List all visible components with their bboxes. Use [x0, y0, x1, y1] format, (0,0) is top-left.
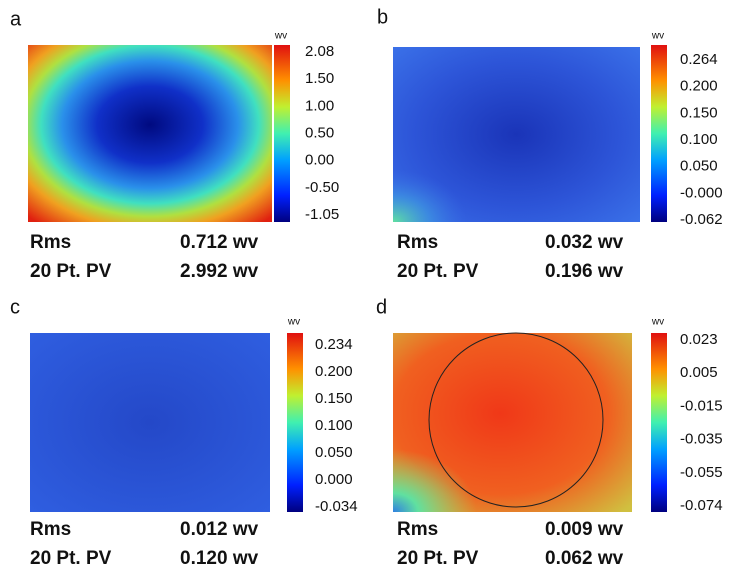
colorbar-tick-label: -0.055	[680, 464, 723, 481]
colorbar-tick-label: 2.08	[305, 43, 334, 60]
colorbar-unit: wv	[287, 317, 300, 328]
heatmap-overlay	[393, 333, 632, 512]
stat-name: 20 Pt. PV	[30, 261, 112, 282]
colorbar-tick-label: 0.005	[680, 364, 718, 381]
colorbar-tick-label: 0.150	[680, 104, 718, 121]
colorbar	[287, 333, 303, 512]
colorbar-tick-label: -1.05	[305, 206, 339, 223]
stat-value: 0.712 wv	[180, 232, 259, 253]
colorbar-tick-label: 0.200	[315, 363, 353, 380]
colorbar-tick-label: 0.234	[315, 336, 353, 353]
panel-label: b	[377, 6, 388, 28]
stat-name: Rms	[30, 232, 71, 253]
colorbar-tick-label: -0.034	[315, 498, 358, 515]
colorbar-tick-label: -0.062	[680, 211, 723, 228]
colorbar-tick-label: -0.015	[680, 397, 723, 414]
stat-name: 20 Pt. PV	[397, 261, 479, 282]
colorbar-tick-label: 0.50	[305, 124, 334, 141]
panel-label: d	[376, 296, 387, 318]
colorbar-tick-label: 0.200	[680, 78, 718, 95]
colorbar-tick-label: 0.264	[680, 51, 718, 68]
colorbar	[651, 45, 667, 222]
colorbar-tick-label: 0.050	[315, 444, 353, 461]
colorbar-tick-label: 0.000	[315, 471, 353, 488]
stat-value: 0.032 wv	[545, 232, 624, 253]
stat-name: Rms	[397, 232, 438, 253]
heatmap-overlay	[393, 47, 640, 222]
panel-label: c	[10, 296, 20, 318]
heatmap	[28, 45, 272, 222]
colorbar-unit: wv	[274, 31, 287, 42]
stat-value: 0.120 wv	[180, 548, 259, 569]
colorbar-tick-label: -0.035	[680, 431, 723, 448]
colorbar-tick-label: 0.050	[680, 158, 718, 175]
stat-value: 0.012 wv	[180, 519, 259, 540]
stat-name: 20 Pt. PV	[30, 548, 112, 569]
panel-label: a	[10, 8, 22, 30]
colorbar-tick-label: -0.000	[680, 184, 723, 201]
colorbar-tick-label: 0.00	[305, 152, 334, 169]
colorbar-tick-label: -0.50	[305, 179, 339, 196]
heatmap	[30, 333, 270, 512]
aperture-circle	[428, 332, 604, 508]
colorbar-tick-label: 1.00	[305, 97, 334, 114]
stat-name: Rms	[30, 519, 71, 540]
colorbar	[651, 333, 667, 512]
colorbar-unit: wv	[651, 317, 664, 328]
stat-value: 2.992 wv	[180, 261, 259, 282]
colorbar	[274, 45, 290, 222]
stat-value: 0.009 wv	[545, 519, 624, 540]
colorbar-tick-label: 0.100	[680, 131, 718, 148]
stat-value: 0.062 wv	[545, 548, 624, 569]
colorbar-tick-label: 1.50	[305, 70, 334, 87]
stat-value: 0.196 wv	[545, 261, 624, 282]
colorbar-unit: wv	[651, 31, 664, 42]
colorbar-tick-label: 0.150	[315, 390, 353, 407]
colorbar-tick-label: 0.023	[680, 331, 718, 348]
stat-name: Rms	[397, 519, 438, 540]
colorbar-tick-label: 0.100	[315, 417, 353, 434]
stat-name: 20 Pt. PV	[397, 548, 479, 569]
colorbar-tick-label: -0.074	[680, 497, 723, 514]
